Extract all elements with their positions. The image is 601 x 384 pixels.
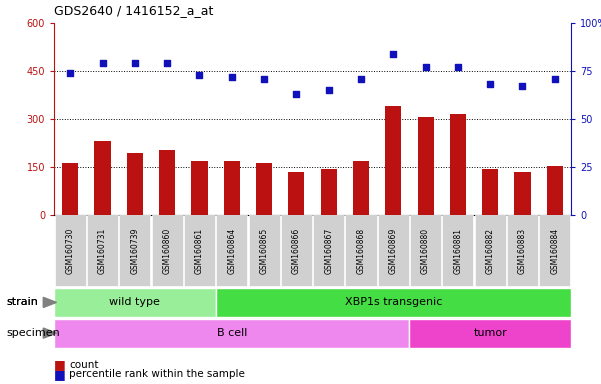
Point xyxy=(486,81,495,88)
Text: GSM160867: GSM160867 xyxy=(324,227,333,274)
Text: B cell: B cell xyxy=(216,328,247,338)
Point xyxy=(130,60,139,66)
Text: tumor: tumor xyxy=(474,328,507,338)
Text: GDS2640 / 1416152_a_at: GDS2640 / 1416152_a_at xyxy=(54,4,213,17)
Bar xyxy=(353,161,369,215)
Text: strain: strain xyxy=(6,297,38,308)
Text: GSM160866: GSM160866 xyxy=(292,227,301,274)
Text: ■: ■ xyxy=(54,358,66,371)
Text: GSM160880: GSM160880 xyxy=(421,227,430,274)
Text: GSM160864: GSM160864 xyxy=(227,227,236,274)
Point xyxy=(421,64,430,70)
Point xyxy=(517,83,527,89)
Text: GSM160883: GSM160883 xyxy=(518,227,527,274)
Text: specimen: specimen xyxy=(6,328,59,338)
Text: GSM160868: GSM160868 xyxy=(356,227,365,274)
Point xyxy=(195,72,204,78)
Text: percentile rank within the sample: percentile rank within the sample xyxy=(69,369,245,379)
Text: XBP1s transgenic: XBP1s transgenic xyxy=(344,297,442,308)
Point xyxy=(66,70,75,76)
Text: count: count xyxy=(69,360,99,370)
Text: GSM160730: GSM160730 xyxy=(66,227,75,274)
Bar xyxy=(385,106,401,215)
Point xyxy=(356,76,366,82)
Text: wild type: wild type xyxy=(109,297,160,308)
Point xyxy=(453,64,463,70)
Text: GSM160860: GSM160860 xyxy=(163,227,172,274)
Bar xyxy=(94,141,111,215)
Point xyxy=(162,60,172,66)
Bar xyxy=(127,153,143,215)
Bar xyxy=(320,169,337,215)
Point xyxy=(550,76,560,82)
Point xyxy=(291,91,301,97)
Point xyxy=(259,76,269,82)
Text: GSM160881: GSM160881 xyxy=(453,228,462,273)
Text: GSM160739: GSM160739 xyxy=(130,227,139,274)
Point xyxy=(324,87,334,93)
Text: GSM160869: GSM160869 xyxy=(389,227,398,274)
Bar xyxy=(288,172,305,215)
Bar xyxy=(482,169,498,215)
Bar xyxy=(547,166,563,215)
Text: GSM160882: GSM160882 xyxy=(486,228,495,273)
Bar xyxy=(256,163,272,215)
Text: GSM160731: GSM160731 xyxy=(98,227,107,274)
Point xyxy=(388,51,398,57)
Text: GSM160865: GSM160865 xyxy=(260,227,269,274)
Bar xyxy=(62,163,78,215)
Bar xyxy=(191,161,207,215)
Point xyxy=(98,60,108,66)
Bar xyxy=(514,172,531,215)
Text: ■: ■ xyxy=(54,368,66,381)
Bar xyxy=(224,161,240,215)
Point xyxy=(227,74,237,80)
Text: strain: strain xyxy=(6,297,38,308)
Bar xyxy=(418,117,434,215)
Bar xyxy=(159,151,175,215)
Text: GSM160861: GSM160861 xyxy=(195,227,204,274)
Bar xyxy=(450,114,466,215)
Text: GSM160884: GSM160884 xyxy=(551,227,560,274)
